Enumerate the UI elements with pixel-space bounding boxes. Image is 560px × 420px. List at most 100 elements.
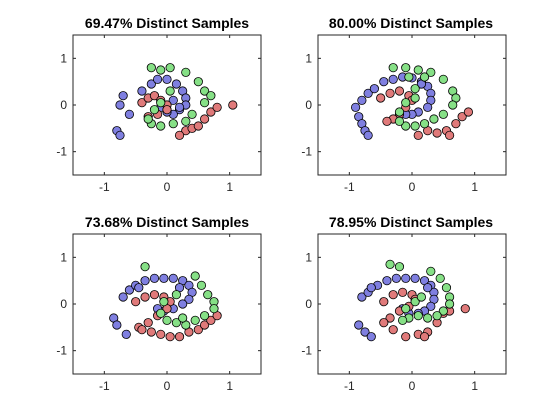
scatter-point [168,119,178,129]
scatter-point [388,325,398,335]
scatter-point [419,72,430,82]
x-tick-label: 0 [164,379,171,393]
x-tick-label: -1 [344,379,355,393]
scatter-point [394,86,405,96]
scatter-point [190,315,200,325]
scatter-point [441,283,452,293]
y-tick-label: 1 [305,250,312,264]
scatter-point [112,320,122,330]
y-tick-label: -1 [301,145,312,159]
scatter-point [156,98,166,108]
y-tick-label: 0 [305,297,312,311]
scatter-point [181,67,191,77]
y-tick-label: 0 [60,297,67,311]
scatter-point [363,88,373,98]
scatter-point [200,114,210,124]
scatter-point [149,91,160,101]
scatter-point [404,72,414,82]
scatter-point [143,114,153,124]
scatter-point [146,79,156,89]
scatter-point [124,285,134,295]
scatter-point [156,121,166,131]
scatter-point [388,290,398,300]
scatter-point [131,297,141,307]
scatter-point [193,325,203,335]
scatter-point [419,332,430,342]
scatter-point [416,292,426,302]
scatter-point [124,109,134,119]
tick-marks [73,35,261,175]
scatter-point [171,318,181,328]
tick-marks [318,234,506,374]
scatter-point [410,121,420,131]
scatter-point [379,318,389,328]
scatter-point [193,77,203,87]
scatter-point [397,287,408,297]
scatter-point [156,329,166,339]
x-tick-label: 1 [471,180,478,194]
tick-marks [318,35,506,175]
scatter-point [165,332,175,342]
scatter-point [159,297,169,307]
subplot-top-left: 69.47% Distinct Samples -1 0 1 -1 0 1 [56,15,262,194]
scatter-point [438,306,448,316]
scatter-point [228,100,238,110]
scatter-point [187,109,197,119]
scatter-point [165,63,175,73]
scatter-point [385,259,395,269]
scatter-point [379,77,389,87]
scatter-point [401,98,411,108]
scatter-point [174,130,185,140]
scatter-point [196,280,207,290]
scatter-point [388,74,398,84]
scatter-point [410,84,420,94]
scatter-point [350,102,361,112]
scatter-point [460,304,470,314]
scatter-point [419,119,430,129]
scatter-point [168,95,178,105]
scatter-point [394,262,405,272]
y-tick-label: 1 [60,51,67,65]
scatter-point [174,332,185,342]
scatter-point [159,273,169,283]
scatter-point [209,304,219,314]
scatter-point [463,107,473,117]
scatter-point [181,116,191,126]
x-tick-label: 1 [471,379,478,393]
scatter-point [401,63,411,73]
scatter-point [162,74,172,84]
scatter-point [391,273,401,283]
scatter-point [432,128,442,138]
scatter-point [379,297,389,307]
scatter-points [112,63,238,140]
scatter-point [140,292,150,302]
scatter-point [153,74,163,84]
scatter-point [426,266,436,276]
scatter-point [438,74,448,84]
scatter-point [423,313,433,323]
subplot-title: 69.47% Distinct Samples [85,15,249,31]
y-tick-label: 1 [305,51,312,65]
scatter-point [366,332,376,342]
scatter-point [149,290,160,300]
scatter-point [206,315,216,325]
scatter-point [174,102,185,112]
scatter-point [410,297,420,307]
scatter-point [168,273,178,283]
scatter-point [444,130,455,140]
scatter-point [426,301,436,311]
scatter-point [171,79,181,89]
scatter-point [140,262,150,272]
scatter-point [410,273,420,283]
scatter-point [385,88,395,98]
scatter-point [357,95,367,105]
scatter-point [162,105,172,115]
scatter-points [350,63,473,140]
tick-labels: -1 0 1 -1 0 1 [301,250,478,393]
scatter-point [413,130,423,140]
scatter-point [149,105,160,115]
subplot-bottom-left: 73.68% Distinct Samples -1 0 1 -1 0 1 [56,214,262,393]
scatter-point [146,63,156,73]
scatter-point [401,273,411,283]
axes-box [317,34,507,176]
